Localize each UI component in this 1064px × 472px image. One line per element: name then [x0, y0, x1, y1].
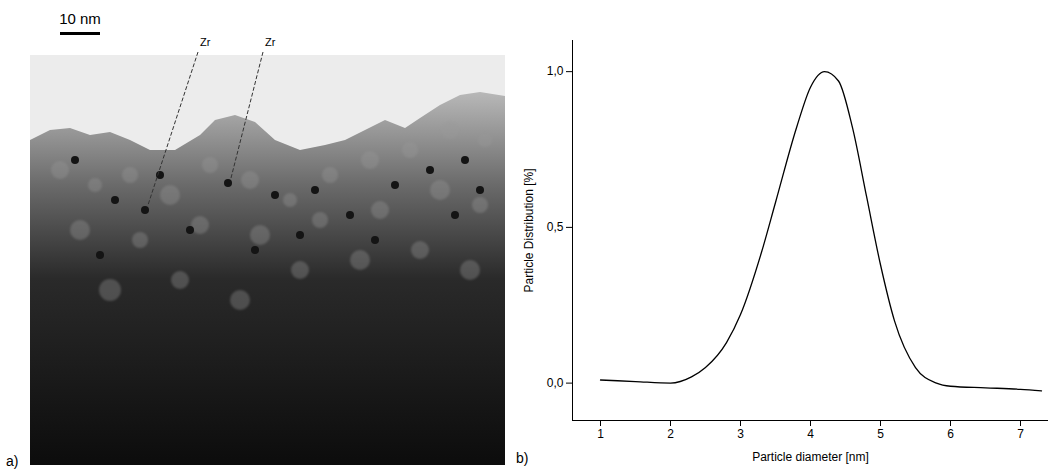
svg-text:2: 2	[667, 427, 674, 441]
svg-text:1,0: 1,0	[547, 64, 564, 78]
svg-text:0,5: 0,5	[547, 220, 564, 234]
svg-text:0,0: 0,0	[547, 376, 564, 390]
svg-text:Particle diameter [nm]: Particle diameter [nm]	[752, 450, 869, 464]
svg-text:5: 5	[877, 427, 884, 441]
svg-text:1: 1	[597, 427, 604, 441]
svg-text:7: 7	[1017, 427, 1024, 441]
svg-text:Zr: Zr	[265, 36, 276, 48]
html-text:b): b)	[516, 450, 529, 466]
svg-text:Particle Distribution [%]: Particle Distribution [%]	[522, 168, 536, 292]
svg-text:Zr: Zr	[200, 36, 211, 48]
svg-text:6: 6	[947, 427, 954, 441]
svg-text:4: 4	[807, 427, 814, 441]
svg-text:10 nm: 10 nm	[59, 10, 101, 27]
svg-text:3: 3	[737, 427, 744, 441]
svg-text:a): a)	[6, 453, 18, 469]
